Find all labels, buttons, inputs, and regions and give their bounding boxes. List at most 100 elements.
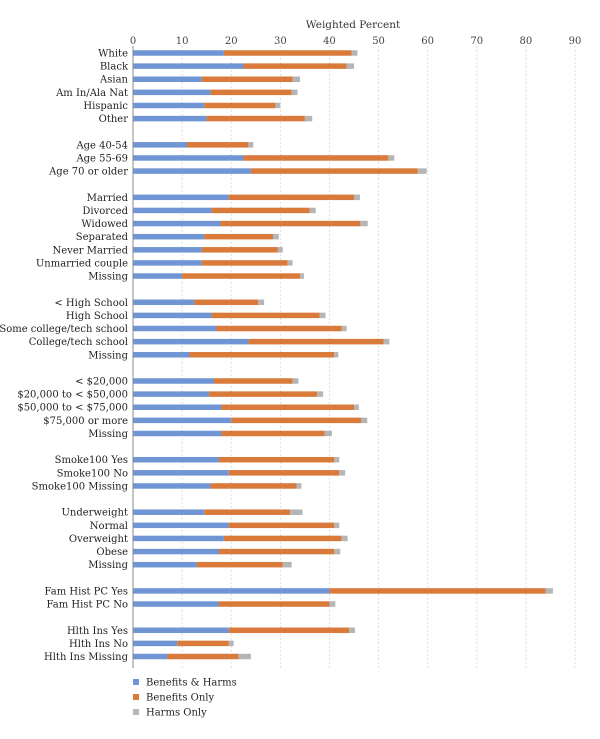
category-label: Overweight	[69, 534, 128, 545]
category-label: College/tech school	[29, 337, 128, 348]
category-label: < $20,000	[75, 377, 128, 388]
category-label: Never Married	[53, 245, 129, 256]
x-tick-label: 30	[274, 36, 287, 47]
tick-labels: 0 10 20 30 40 50 60 70 80 90	[130, 36, 582, 47]
category-label: Hlth Ins Yes	[67, 626, 128, 637]
category-label: Black	[100, 62, 129, 73]
bar-segment	[133, 168, 251, 174]
bar-segment	[228, 627, 350, 634]
bar-segment	[304, 115, 313, 122]
category-label: Smoke100 No	[57, 468, 128, 479]
bar-segment	[133, 601, 219, 607]
bar-segment	[133, 325, 217, 332]
category-label: < High School	[54, 298, 128, 309]
bar-segment	[133, 273, 183, 279]
x-axis-title: Weighted Percent	[306, 19, 401, 31]
bar-segment	[346, 63, 354, 69]
bar-segment	[228, 194, 354, 201]
bar-segment	[133, 561, 197, 568]
x-tick-label: 0	[130, 36, 136, 47]
bar-segment	[133, 312, 212, 319]
bar-segment	[290, 509, 303, 515]
bar-segment	[133, 338, 249, 345]
bar-segment	[133, 352, 190, 358]
bar-segment	[243, 63, 347, 69]
bar-segment	[223, 535, 342, 542]
bar-segment	[349, 627, 355, 634]
bar-segment	[221, 430, 325, 437]
bar-segment	[292, 378, 299, 384]
bar-segment	[133, 522, 229, 529]
bar-segment	[250, 168, 418, 174]
bar-segment	[204, 233, 273, 240]
bar-segment	[206, 115, 305, 122]
bar-segment	[275, 102, 281, 109]
bar-segment	[133, 220, 221, 227]
bar-segment	[167, 653, 239, 660]
bar-segment	[334, 548, 341, 555]
bar-segment	[133, 142, 188, 148]
bar-segment	[223, 50, 352, 56]
bar-segment	[334, 456, 340, 463]
category-label: $50,000 to < $75,000	[17, 403, 128, 414]
bar-segment	[133, 76, 202, 82]
bar-segment	[218, 601, 330, 607]
bar-segment	[133, 299, 195, 306]
bar-segment	[133, 640, 178, 647]
bar-segment	[216, 325, 342, 332]
bar-segment	[214, 378, 293, 384]
category-label: Fam Hist PC Yes	[45, 586, 128, 597]
category-label: Separated	[76, 232, 129, 243]
bar-segment	[133, 247, 202, 253]
bar-segment	[272, 233, 279, 240]
bar-segment	[309, 207, 316, 214]
bar-segment	[383, 338, 390, 345]
bar-segment	[360, 220, 368, 227]
bar-segment	[133, 102, 205, 109]
bar-segment	[354, 404, 359, 410]
x-tick-label: 20	[225, 36, 238, 47]
bar-segment	[204, 102, 276, 109]
bar-segment	[228, 470, 340, 476]
bar-segment	[133, 548, 219, 555]
category-label: Unmarried couple	[36, 258, 128, 269]
bar-segment	[133, 115, 207, 122]
bar-segment	[133, 89, 211, 96]
bar-segment	[211, 312, 320, 319]
category-label: Hispanic	[83, 101, 128, 112]
legend-label: Benefits Only	[146, 693, 214, 704]
category-label: Other	[99, 114, 129, 125]
category-label: Am In/Ala Nat	[55, 88, 128, 99]
bar-segment	[220, 220, 361, 227]
bar-segment	[211, 207, 310, 214]
bar-segment	[545, 588, 553, 594]
category-label: Married	[87, 193, 129, 204]
category-label: Missing	[88, 350, 128, 361]
category-label: Age 70 or older	[48, 167, 128, 178]
bar-segment	[133, 378, 215, 384]
category-label: Divorced	[82, 206, 128, 217]
bar-segment	[388, 155, 395, 161]
bar-segment	[238, 653, 251, 660]
x-tick-label: 90	[569, 36, 582, 47]
bar-segment	[204, 509, 291, 515]
category-label: White	[98, 49, 128, 60]
bar-segment	[341, 535, 348, 542]
bar-segment	[189, 352, 335, 358]
bar-segment	[194, 299, 259, 306]
bar-segment	[329, 601, 336, 607]
bar-segment	[133, 653, 168, 660]
bar-segment	[218, 548, 335, 555]
category-label: High School	[66, 311, 128, 322]
category-label: $75,000 or more	[43, 416, 128, 427]
bar-segment	[299, 273, 304, 279]
legend-label: Harms Only	[146, 708, 207, 719]
category-label: Smoke100 Yes	[55, 455, 128, 466]
bar-segment	[334, 522, 340, 529]
bar-segment	[133, 63, 244, 69]
category-label: Some college/tech school	[0, 324, 128, 335]
bar-segment	[292, 76, 300, 82]
bar-segment	[196, 561, 283, 568]
bar-segment	[209, 391, 318, 397]
bar-segment	[201, 247, 278, 253]
